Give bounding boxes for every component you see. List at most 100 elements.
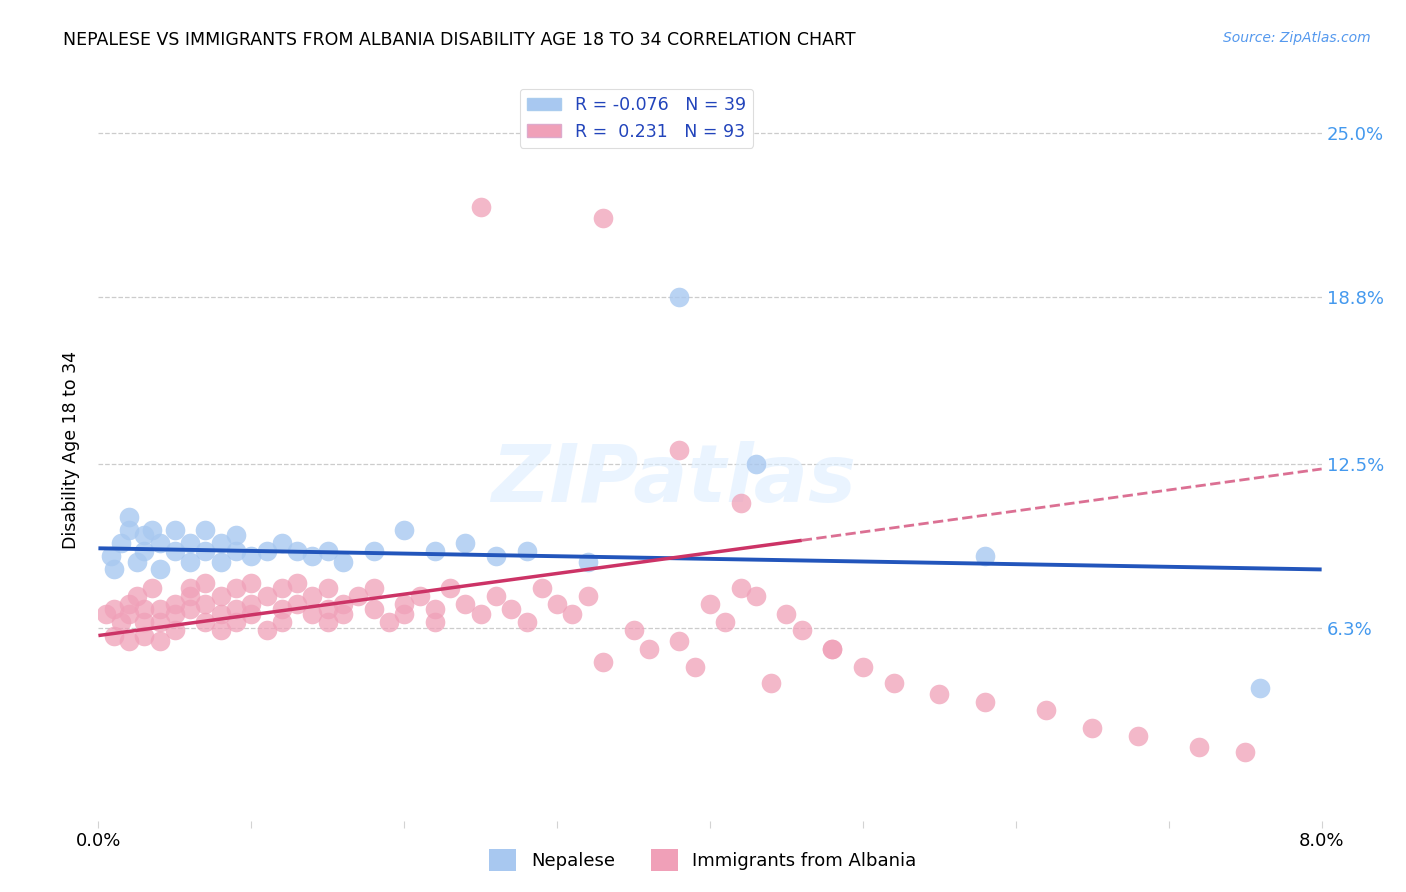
Point <box>103 629 125 643</box>
Point <box>179 555 201 569</box>
Point <box>285 597 308 611</box>
Point <box>149 536 172 550</box>
Point <box>179 602 201 616</box>
Point <box>225 615 247 630</box>
Point <box>363 544 385 558</box>
Point <box>118 607 141 622</box>
Point <box>209 589 232 603</box>
Point <box>270 602 294 616</box>
Point <box>790 624 813 638</box>
Point <box>225 544 247 558</box>
Point <box>1035 703 1057 717</box>
Point <box>301 589 323 603</box>
Point <box>194 615 217 630</box>
Point <box>194 575 217 590</box>
Point <box>485 549 508 564</box>
Point <box>225 528 247 542</box>
Point <box>301 549 323 564</box>
Point <box>546 597 568 611</box>
Legend: R = -0.076   N = 39, R =  0.231   N = 93: R = -0.076 N = 39, R = 0.231 N = 93 <box>520 89 754 147</box>
Point <box>110 536 132 550</box>
Point <box>256 589 278 603</box>
Text: Source: ZipAtlas.com: Source: ZipAtlas.com <box>1223 31 1371 45</box>
Point <box>501 602 523 616</box>
Point <box>730 496 752 510</box>
Point <box>392 523 416 537</box>
Point <box>270 536 294 550</box>
Point <box>470 607 492 622</box>
Point <box>163 624 186 638</box>
Point <box>775 607 797 622</box>
Point <box>1234 745 1257 759</box>
Point <box>821 641 844 656</box>
Point <box>134 602 156 616</box>
Point <box>194 544 217 558</box>
Point <box>149 562 172 576</box>
Point <box>103 562 125 576</box>
Point <box>270 615 294 630</box>
Point <box>209 607 232 622</box>
Point <box>110 615 132 630</box>
Point <box>668 443 690 458</box>
Point <box>134 528 156 542</box>
Point <box>94 607 117 622</box>
Point <box>392 597 416 611</box>
Point <box>883 676 905 690</box>
Legend: Nepalese, Immigrants from Albania: Nepalese, Immigrants from Albania <box>482 842 924 879</box>
Point <box>821 641 844 656</box>
Point <box>683 660 706 674</box>
Point <box>714 615 737 630</box>
Point <box>118 597 141 611</box>
Point <box>576 555 599 569</box>
Point <box>852 660 875 674</box>
Point <box>454 536 477 550</box>
Text: NEPALESE VS IMMIGRANTS FROM ALBANIA DISABILITY AGE 18 TO 34 CORRELATION CHART: NEPALESE VS IMMIGRANTS FROM ALBANIA DISA… <box>63 31 856 49</box>
Point <box>179 589 201 603</box>
Point <box>125 555 148 569</box>
Point <box>347 589 370 603</box>
Point <box>332 607 354 622</box>
Point <box>1249 681 1271 696</box>
Point <box>100 549 122 564</box>
Point <box>179 581 201 595</box>
Point <box>1128 729 1150 743</box>
Point <box>928 687 950 701</box>
Point <box>332 555 354 569</box>
Point <box>149 615 172 630</box>
Point <box>516 544 538 558</box>
Point <box>240 575 263 590</box>
Point <box>141 523 163 537</box>
Point <box>561 607 583 622</box>
Point <box>592 655 614 669</box>
Point <box>363 581 385 595</box>
Point <box>485 589 508 603</box>
Point <box>1081 721 1104 735</box>
Point <box>592 211 614 225</box>
Point <box>125 589 148 603</box>
Point <box>270 581 294 595</box>
Point <box>454 597 477 611</box>
Point <box>134 615 156 630</box>
Point <box>439 581 461 595</box>
Point <box>408 589 430 603</box>
Point <box>118 633 141 648</box>
Point <box>363 602 385 616</box>
Point <box>256 544 278 558</box>
Point <box>179 536 201 550</box>
Point <box>240 607 263 622</box>
Point <box>974 695 997 709</box>
Point <box>623 624 645 638</box>
Point <box>745 457 768 471</box>
Point <box>225 581 247 595</box>
Point <box>134 629 156 643</box>
Point <box>149 633 172 648</box>
Point <box>378 615 401 630</box>
Point <box>163 607 186 622</box>
Point <box>149 602 172 616</box>
Point <box>141 581 163 595</box>
Y-axis label: Disability Age 18 to 34: Disability Age 18 to 34 <box>62 351 80 549</box>
Point <box>423 615 446 630</box>
Point <box>730 581 752 595</box>
Point <box>668 290 690 304</box>
Point <box>209 624 232 638</box>
